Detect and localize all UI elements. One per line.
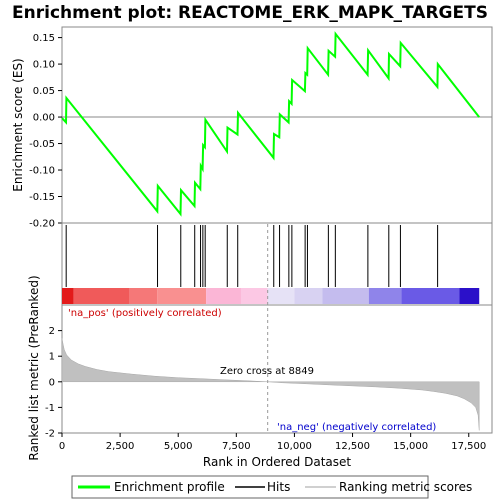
es-y-tick-label: -0.20 bbox=[29, 219, 55, 230]
legend-metric-label: Ranking metric scores bbox=[339, 480, 472, 494]
ranking-metric-area bbox=[61, 338, 480, 431]
x-tick-label: 17,500 bbox=[451, 441, 486, 452]
heatbar-segment bbox=[129, 288, 158, 304]
legend: Enrichment profile Hits Ranking metric s… bbox=[71, 475, 472, 499]
es-y-ticks: 0.15 0.10 0.05 0.00 -0.05 -0.10 -0.15 -0.20 bbox=[29, 33, 62, 230]
x-axis-label: Rank in Ordered Dataset bbox=[203, 455, 351, 469]
x-tick-label: 5,000 bbox=[164, 441, 193, 452]
heatbar-segment bbox=[368, 288, 402, 304]
es-y-label: Enrichment score (ES) bbox=[11, 58, 25, 191]
heatbar-segment bbox=[62, 288, 74, 304]
metric-panel-frame bbox=[61, 304, 493, 434]
legend-hits-label: Hits bbox=[267, 480, 290, 494]
es-y-tick-label: 0.00 bbox=[33, 113, 55, 124]
es-panel: 0.15 0.10 0.05 0.00 -0.05 -0.10 -0.15 -0.20 Enr… bbox=[11, 26, 493, 230]
heatbar-segment bbox=[206, 288, 241, 304]
es-y-tick-label: 0.10 bbox=[33, 60, 55, 71]
zero-cross-label: Zero cross at 8849 bbox=[220, 366, 314, 377]
es-y-tick-label: -0.10 bbox=[29, 166, 55, 177]
x-tick-label: 12,500 bbox=[335, 441, 370, 452]
metric-y-tick-label: 2 bbox=[49, 326, 55, 337]
heatbar-segment bbox=[73, 288, 130, 304]
x-axis-ticks: 0 2,500 5,000 7,500 10,000 12,500 15,000 17,500 bbox=[59, 433, 486, 452]
metric-panel: 2 1 0 -1 -2 'na_pos' (positively correlated)… bbox=[27, 224, 493, 461]
chart-title: Enrichment plot: REACTOME_ERK_MAPK_TARGE… bbox=[12, 3, 488, 23]
metric-y-ticks: 2 1 0 -1 -2 bbox=[45, 326, 62, 440]
heatbar-segment bbox=[322, 288, 369, 304]
heatbar-segment bbox=[240, 288, 268, 304]
ranking-heatbar bbox=[62, 288, 480, 304]
legend-profile-label: Enrichment profile bbox=[114, 480, 225, 494]
hits-panel bbox=[61, 222, 493, 306]
hit-lines bbox=[65, 225, 439, 287]
heatbar-segment bbox=[267, 288, 295, 304]
es-y-tick-label: -0.05 bbox=[29, 139, 55, 150]
x-tick-label: 7,500 bbox=[222, 441, 251, 452]
metric-y-tick-label: 0 bbox=[49, 377, 55, 388]
es-y-tick-label: -0.15 bbox=[29, 192, 55, 203]
metric-y-tick-label: -2 bbox=[45, 429, 55, 440]
enrichment-profile-line bbox=[61, 31, 480, 217]
x-tick-label: 10,000 bbox=[277, 441, 312, 452]
heatbar-segment bbox=[157, 288, 207, 304]
metric-y-label: Ranked list metric (PreRanked) bbox=[27, 275, 41, 460]
es-y-tick-label: 0.15 bbox=[33, 33, 55, 44]
heatbar-segment bbox=[459, 288, 480, 304]
heatbar-segment bbox=[294, 288, 323, 304]
metric-y-tick-label: -1 bbox=[45, 403, 55, 414]
metric-y-tick-label: 1 bbox=[49, 352, 55, 363]
heatbar-segment bbox=[401, 288, 460, 304]
es-panel-frame bbox=[61, 26, 493, 224]
x-tick-label: 2,500 bbox=[106, 441, 135, 452]
x-tick-label: 0 bbox=[59, 441, 65, 452]
x-tick-label: 15,000 bbox=[393, 441, 428, 452]
es-y-tick-label: 0.05 bbox=[33, 86, 55, 97]
neg-correlated-label: 'na_neg' (negatively correlated) bbox=[277, 422, 436, 433]
pos-correlated-label: 'na_pos' (positively correlated) bbox=[68, 308, 222, 319]
